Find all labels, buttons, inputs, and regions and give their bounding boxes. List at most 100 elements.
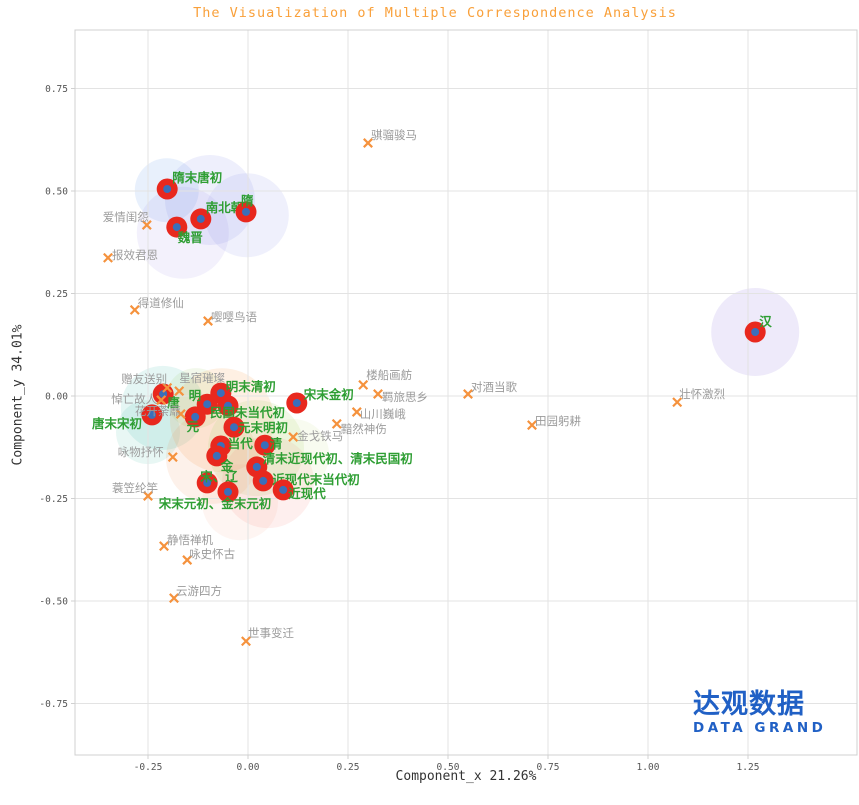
theme-label: 咏史怀古 [189,547,235,561]
theme-x-marker [159,541,169,552]
theme-label: 世事变迁 [248,626,294,640]
dynasty-label: 元 [187,419,200,434]
dynasty-label: 明 [189,388,202,403]
dynasty-point-center [216,389,225,398]
theme-x-marker [373,389,383,399]
theme-x-marker [143,491,153,501]
theme-label: 嘤嘤鸟语 [211,310,257,324]
dynasty-point-center [163,185,172,193]
dynasty-point-center [224,487,232,496]
theme-label: 云游四方 [176,584,222,598]
cluster-bubble [120,365,205,450]
y-tick-label: -0.50 [39,597,68,608]
theme-label: 报效君恩 [112,248,158,262]
dynasty-point-center [751,328,760,336]
dynasty-point-center [203,478,212,487]
theme-x-marker [141,220,152,230]
logo-english-text: DATA GRAND [693,720,827,736]
theme-label: 壮怀激烈 [679,387,725,401]
datagrand-logo: 达观数据 DATA GRAND [693,690,826,737]
dynasty-point-center [292,399,301,407]
dynasty-label: 南北朝 [206,200,244,215]
y-tick-label: 0.50 [45,187,68,198]
theme-label: 赠友送别 [121,372,167,386]
dynasty-label: 清 [270,436,283,451]
theme-label: 羁旅思乡 [382,390,428,404]
theme-x-marker [156,395,167,406]
y-tick-label: -0.75 [39,699,68,710]
y-tick-label: 0.75 [45,84,68,95]
dynasty-point-center [252,462,261,471]
theme-x-marker [103,252,113,263]
dynasty-label: 近现代 [288,486,326,501]
dynasty-point-center [148,410,156,419]
dynasty-label: 隋 [241,193,254,208]
theme-label: 花开荼蘼 [135,404,181,418]
theme-label: 田园躬耕 [535,414,581,428]
theme-x-marker [241,636,251,647]
dynasty-point-center [212,451,221,460]
cluster-bubble [165,155,255,245]
theme-label: 得道修仙 [138,296,184,310]
dynasty-point-center [191,412,200,421]
x-tick-label: -0.25 [134,762,163,773]
dynasty-label: 隋末唐初 [172,170,222,185]
x-tick-label: 0.25 [337,762,360,773]
dynasty-label: 唐 [167,395,180,410]
theme-x-marker [672,397,683,408]
theme-x-marker [331,418,342,429]
logo-chinese-text: 达观数据 [693,689,805,720]
dynasty-label: 宋、辽 [199,469,238,484]
theme-label: 山川巍峨 [360,407,406,421]
y-tick-label: -0.25 [39,494,68,505]
cluster-bubble [257,419,330,491]
theme-label: 爱情闺怨 [103,210,149,224]
y-axis-title: Component_y 34.01% [10,324,26,466]
theme-label: 骐骝骏马 [371,128,417,142]
theme-x-marker [175,409,186,419]
y-tick-label: 0.25 [45,289,68,300]
dynasty-label: 明末清初 [226,379,276,394]
theme-x-marker [169,593,179,604]
theme-label: 静悟禅机 [167,533,213,547]
x-tick-label: 1.25 [737,762,760,773]
y-tick-label: 0.00 [45,392,68,403]
dynasty-label: 汉 [759,314,772,329]
theme-label: 金戈铁马 [297,429,343,443]
x-axis-title: Component_x 21.26% [395,769,537,784]
theme-x-marker [162,382,173,393]
dynasty-point-center [196,214,205,223]
theme-x-marker [351,407,362,417]
theme-label: 黯然神伤 [341,422,387,436]
theme-label: 咏物抒怀 [118,445,164,459]
dynasty-point-center [224,401,232,410]
dynasty-label: 魏晋 [177,230,204,245]
dynasty-label: 民国末当代初 [210,405,285,420]
x-tick-label: 0.50 [437,762,460,773]
dynasty-label: 元末明初 [238,420,288,435]
dynasty-point-center [260,441,269,450]
theme-label: 星宿璀璨 [179,371,225,385]
x-tick-label: 0.75 [537,762,560,773]
x-tick-label: 0.00 [237,762,260,773]
theme-x-marker [167,452,178,463]
plot-border [74,29,858,756]
theme-x-marker [363,138,373,148]
x-tick-label: 1.00 [637,762,660,773]
dynasty-label: 唐末宋初 [92,416,142,431]
theme-x-marker [288,432,299,442]
theme-label: 悼亡故人 [111,392,157,406]
dynasty-point-center [230,423,238,432]
dynasty-label: 清末近现代初、清末民国初 [263,451,413,466]
theme-x-marker [174,386,185,397]
theme-x-marker [527,420,537,431]
dynasty-label: 宋末金初 [303,387,354,402]
dynasty-label: 宋末元初、金末元初 [158,496,272,511]
theme-label: 对酒当歌 [471,380,517,394]
dynasty-point-center [203,400,212,409]
theme-x-marker [358,379,369,390]
dynasty-point-center [279,485,288,494]
theme-label: 蓑笠纶竿 [112,481,158,495]
